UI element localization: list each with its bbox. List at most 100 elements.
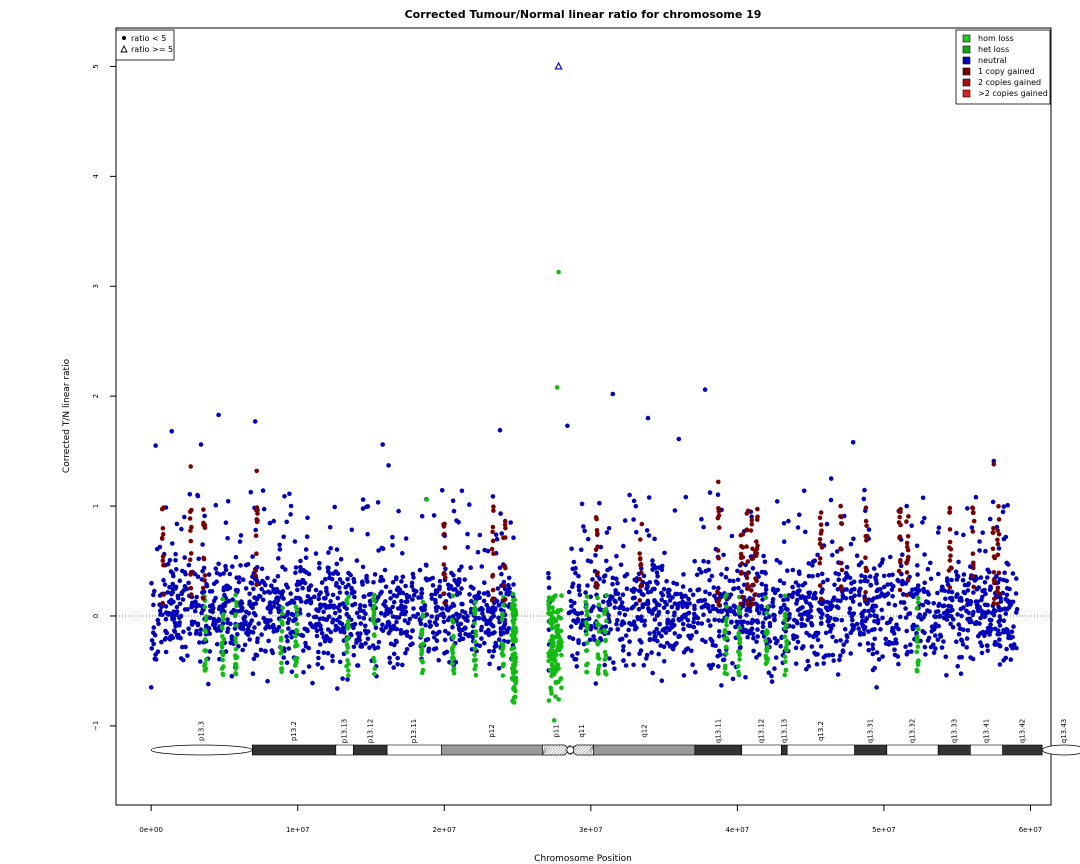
neutral-point bbox=[363, 623, 368, 629]
neutral-point bbox=[721, 657, 727, 662]
neutral-point bbox=[603, 624, 609, 629]
neutral-point bbox=[711, 585, 717, 590]
neutral-point bbox=[298, 564, 303, 570]
neutral-point bbox=[684, 601, 689, 606]
neutral-point bbox=[263, 582, 268, 588]
neutral-point bbox=[173, 558, 178, 563]
neutral-point bbox=[670, 595, 675, 600]
loss-point bbox=[344, 598, 349, 603]
neutral-point bbox=[576, 573, 581, 579]
neutral-point bbox=[579, 621, 584, 627]
neutral-point bbox=[431, 513, 437, 518]
neutral-point bbox=[656, 630, 662, 636]
neutral-point bbox=[495, 586, 501, 591]
gain-point bbox=[715, 589, 720, 594]
neutral-point bbox=[400, 551, 405, 556]
neutral-point bbox=[301, 648, 306, 653]
neutral-point bbox=[820, 579, 826, 585]
neutral-point bbox=[796, 569, 802, 574]
shape-legend-label: ratio >= 5 bbox=[131, 45, 173, 54]
loss-point bbox=[596, 602, 602, 607]
neutral-point bbox=[759, 569, 765, 575]
neutral-point bbox=[997, 662, 1003, 667]
neutral-point bbox=[652, 617, 658, 622]
neutral-point bbox=[504, 591, 509, 596]
neutral-outlier-point bbox=[252, 419, 258, 424]
neutral-point bbox=[303, 640, 308, 646]
neutral-point bbox=[298, 558, 303, 564]
neutral-point bbox=[781, 602, 787, 608]
gain-point bbox=[904, 519, 909, 524]
neutral-point bbox=[969, 525, 975, 530]
neutral-point bbox=[410, 628, 415, 634]
neutral-point bbox=[809, 620, 814, 626]
neutral-outlier-point bbox=[216, 412, 221, 418]
neutral-point bbox=[778, 610, 783, 615]
neutral-point bbox=[275, 574, 281, 579]
neutral-point bbox=[701, 558, 706, 564]
neutral-point bbox=[614, 553, 619, 559]
neutral-point bbox=[653, 579, 659, 584]
neutral-point bbox=[904, 628, 909, 634]
neutral-point bbox=[174, 567, 179, 572]
neutral-point bbox=[601, 599, 606, 605]
neutral-point bbox=[824, 599, 830, 605]
neutral-point bbox=[486, 592, 491, 598]
neutral-point bbox=[703, 589, 708, 595]
neutral-point bbox=[962, 582, 968, 588]
neutral-point bbox=[759, 604, 764, 609]
loss-point bbox=[722, 628, 728, 633]
neutral-point bbox=[453, 587, 458, 592]
neutral-point bbox=[446, 586, 452, 591]
neutral-point bbox=[196, 556, 201, 562]
loss-point bbox=[511, 631, 516, 636]
neutral-point bbox=[342, 630, 347, 635]
loss-point bbox=[549, 654, 555, 660]
gain-point bbox=[904, 561, 909, 566]
neutral-point bbox=[571, 559, 577, 565]
neutral-point bbox=[321, 609, 326, 615]
neutral-point bbox=[707, 591, 712, 597]
neutral-point bbox=[700, 637, 705, 643]
neutral-point bbox=[597, 500, 602, 506]
neutral-point bbox=[920, 629, 926, 634]
loss-point bbox=[220, 613, 226, 619]
neutral-point bbox=[170, 581, 175, 587]
x-tick-label: 2e+07 bbox=[433, 826, 457, 834]
neutral-point bbox=[673, 591, 678, 597]
neutral-point bbox=[644, 528, 650, 533]
neutral-point bbox=[993, 608, 998, 614]
neutral-point bbox=[265, 678, 270, 684]
neutral-point bbox=[225, 629, 230, 635]
neutral-point bbox=[1005, 628, 1010, 633]
neutral-point bbox=[838, 598, 843, 604]
neutral-point bbox=[477, 643, 483, 649]
neutral-outlier-point bbox=[198, 442, 204, 447]
neutral-point bbox=[854, 553, 860, 558]
gain-point bbox=[160, 558, 166, 563]
color-legend-label: >2 copies gained bbox=[978, 89, 1048, 98]
neutral-point bbox=[261, 615, 267, 621]
neutral-point bbox=[588, 627, 593, 632]
neutral-point bbox=[619, 622, 624, 628]
loss-point bbox=[549, 691, 554, 696]
gain-point bbox=[948, 553, 953, 558]
neutral-point bbox=[213, 502, 219, 508]
x-tick-label: 5e+07 bbox=[872, 826, 896, 834]
neutral-point bbox=[259, 566, 265, 572]
gain-point bbox=[863, 518, 869, 524]
neutral-point bbox=[749, 626, 755, 631]
neutral-point bbox=[411, 592, 417, 598]
neutral-point bbox=[637, 651, 642, 656]
neutral-point bbox=[631, 589, 636, 594]
neutral-point bbox=[398, 628, 404, 633]
gain-point bbox=[817, 541, 823, 547]
neutral-point bbox=[947, 596, 953, 601]
neutral-point bbox=[497, 565, 503, 571]
neutral-point bbox=[405, 620, 411, 626]
gain-point bbox=[996, 517, 1002, 522]
neutral-point bbox=[632, 626, 638, 632]
neutral-point bbox=[608, 627, 613, 632]
neutral-point bbox=[681, 673, 687, 678]
neutral-point bbox=[681, 572, 686, 577]
